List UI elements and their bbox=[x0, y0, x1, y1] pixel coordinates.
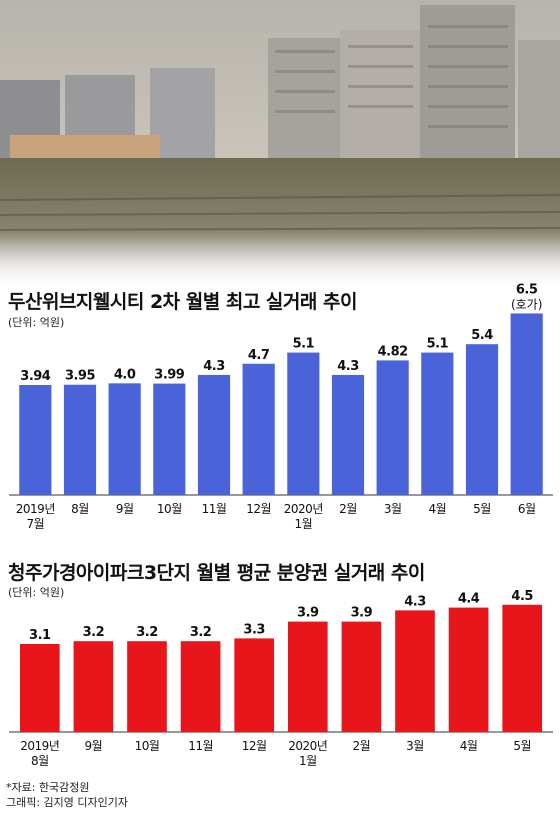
chart-1-bar-7 bbox=[331, 374, 365, 495]
background-photo bbox=[0, 0, 560, 290]
footer: *자료: 한국감정원 그래픽: 김지영 디자인기자 bbox=[6, 780, 128, 810]
chart-1-tick-label-4: 11월 bbox=[202, 502, 227, 516]
graphic-credit: 그래픽: 김지영 디자인기자 bbox=[6, 796, 129, 809]
chart-2-tick-label-8: 4월 bbox=[460, 739, 478, 753]
chart-2-bar-3 bbox=[180, 641, 221, 732]
chart-1-bar-6 bbox=[287, 352, 320, 495]
chart-2-value-label-7: 4.3 bbox=[404, 594, 426, 609]
chart-1-bar-0 bbox=[19, 385, 52, 495]
chart-1-value-label-8: 4.82 bbox=[378, 344, 408, 359]
apartment-photo-illustration bbox=[0, 0, 560, 290]
chart-1-tick-label-9: 4월 bbox=[428, 502, 446, 516]
chart-2-tick-label-0: 2019년 bbox=[20, 739, 59, 753]
chart-2-tick-label-2: 10월 bbox=[135, 739, 160, 753]
chart-1-bar-2 bbox=[108, 383, 141, 495]
chart-2-tick-label-9: 5월 bbox=[513, 739, 531, 753]
chart-1-tick-label-0: 2019년 bbox=[16, 502, 55, 516]
chart-1-bar-5 bbox=[242, 363, 275, 495]
chart-1-value-label-1: 3.95 bbox=[65, 369, 96, 384]
chart-1-value-label-9: 5.1 bbox=[427, 337, 449, 352]
chart-1-bar-1 bbox=[63, 384, 97, 495]
chart-2-value-label-1: 3.2 bbox=[83, 625, 105, 640]
chart-1-value-label-11: 6.5 bbox=[516, 282, 538, 297]
source-note: *자료: 한국감정원 bbox=[6, 781, 90, 794]
chart-2-bar-7 bbox=[395, 610, 435, 732]
chart-2-value-label-3: 3.2 bbox=[190, 625, 212, 640]
chart-1-tick-label-2: 9월 bbox=[116, 502, 134, 516]
chart-1-bar-8 bbox=[376, 360, 409, 495]
chart-1-value-label-5: 4.7 bbox=[248, 348, 270, 363]
chart-2-tick-label-6: 2월 bbox=[353, 739, 371, 753]
chart-2-tick-label-5-line2: 1월 bbox=[299, 754, 317, 768]
chart-1-value-label-2: 4.0 bbox=[114, 367, 136, 382]
chart-2-title: 청주가경아이파크3단지 월별 평균 분양권 실거래 추이 bbox=[8, 562, 425, 584]
chart-1-value-label-7: 4.3 bbox=[337, 359, 359, 374]
chart-2-value-label-6: 3.9 bbox=[351, 606, 373, 621]
chart-2-bar-8 bbox=[448, 607, 489, 732]
chart-2-bar-2 bbox=[127, 641, 167, 732]
chart-2-bar-0 bbox=[19, 644, 60, 732]
chart-2-tick-label-3: 11월 bbox=[188, 739, 213, 753]
chart-1-bar-4 bbox=[197, 374, 231, 495]
chart-2-tick-label-5: 2020년 bbox=[288, 739, 327, 753]
chart-2-tick-label-0-line2: 8월 bbox=[31, 754, 49, 768]
chart-2-value-label-5: 3.9 bbox=[297, 606, 319, 621]
chart-2-unit-note: (단위: 억원) bbox=[8, 586, 65, 599]
chart-2-bar-4 bbox=[234, 638, 275, 732]
chart-2-value-label-4: 3.3 bbox=[243, 622, 265, 637]
chart-1-title: 두산위브지웰시티 2차 월별 최고 실거래 추이 bbox=[8, 291, 357, 313]
chart-1-bar-10 bbox=[465, 344, 499, 495]
chart-1-bar-11 bbox=[510, 313, 543, 495]
chart-1-value-label-10: 5.4 bbox=[471, 328, 493, 343]
chart-1-tick-label-11: 6월 bbox=[518, 502, 536, 516]
chart-1-tick-label-0-line2: 7월 bbox=[26, 517, 44, 531]
chart-1-bar-9 bbox=[421, 352, 454, 495]
chart-2-tick-label-4: 12월 bbox=[242, 739, 267, 753]
chart-1-value-label-6: 5.1 bbox=[293, 337, 315, 352]
chart-1-annotation: (호가) bbox=[511, 297, 542, 311]
chart-2-tick-label-1: 9월 bbox=[85, 739, 103, 753]
chart-1-bar-3 bbox=[153, 383, 186, 495]
chart-1-tick-label-8: 3월 bbox=[384, 502, 402, 516]
chart-2-value-label-9: 4.5 bbox=[511, 589, 533, 604]
chart-2-value-label-0: 3.1 bbox=[29, 628, 51, 643]
chart-1-value-label-3: 3.99 bbox=[154, 368, 185, 383]
chart-2-value-label-8: 4.4 bbox=[458, 592, 480, 607]
chart-2-value-label-2: 3.2 bbox=[136, 625, 158, 640]
chart-2-bar-1 bbox=[73, 641, 114, 732]
chart-2-tick-label-7: 3월 bbox=[406, 739, 424, 753]
chart-1-tick-label-3: 10월 bbox=[157, 502, 182, 516]
chart-1-value-label-4: 4.3 bbox=[203, 359, 225, 374]
chart-1-tick-label-10: 5월 bbox=[473, 502, 491, 516]
chart-1-tick-label-6-line2: 1월 bbox=[294, 517, 312, 531]
chart-2-bar-9 bbox=[502, 604, 543, 732]
chart-1-tick-label-5: 12월 bbox=[246, 502, 271, 516]
chart-2-bar-6 bbox=[341, 621, 382, 732]
chart-1-tick-label-6: 2020년 bbox=[284, 502, 323, 516]
chart-1-tick-label-7: 2월 bbox=[339, 502, 357, 516]
chart-1-tick-label-1: 8월 bbox=[71, 502, 89, 516]
chart-1-unit-note: (단위: 억원) bbox=[8, 316, 65, 329]
chart-2-bar-5 bbox=[287, 621, 328, 732]
chart-1-value-label-0: 3.94 bbox=[20, 369, 51, 384]
